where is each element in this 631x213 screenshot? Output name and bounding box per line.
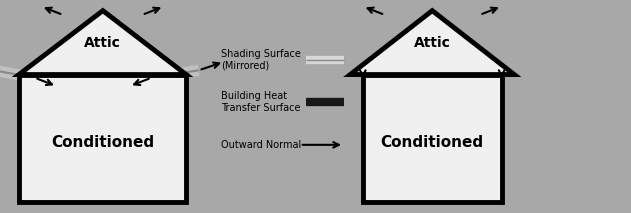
Text: Conditioned: Conditioned <box>380 135 484 150</box>
Text: Attic: Attic <box>85 36 121 50</box>
Bar <box>363 75 502 202</box>
Text: Conditioned: Conditioned <box>51 135 155 150</box>
Text: Attic: Attic <box>414 36 451 50</box>
Bar <box>19 75 186 202</box>
Text: Shading Surface
(Mirrored): Shading Surface (Mirrored) <box>221 49 301 71</box>
Polygon shape <box>19 11 186 75</box>
Text: Outward Normal: Outward Normal <box>221 140 301 150</box>
Text: Building Heat
Transfer Surface: Building Heat Transfer Surface <box>221 91 300 113</box>
Polygon shape <box>350 11 514 75</box>
